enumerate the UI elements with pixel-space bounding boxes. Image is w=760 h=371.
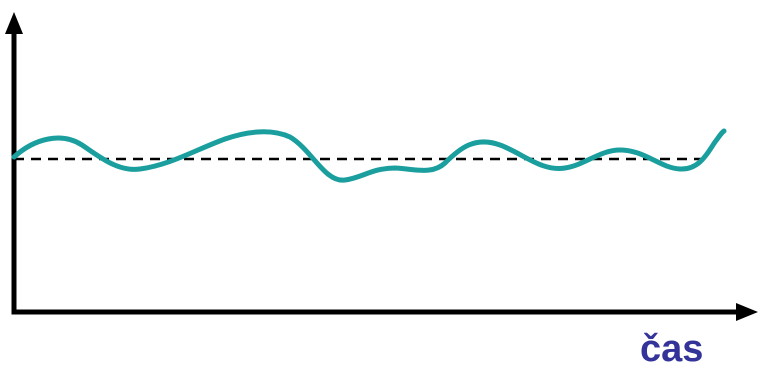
x-axis-label: čas	[640, 328, 704, 370]
fluctuation-curve	[11, 128, 727, 183]
x-axis-arrow-icon	[736, 303, 758, 321]
y-axis-arrow-icon	[5, 12, 23, 34]
